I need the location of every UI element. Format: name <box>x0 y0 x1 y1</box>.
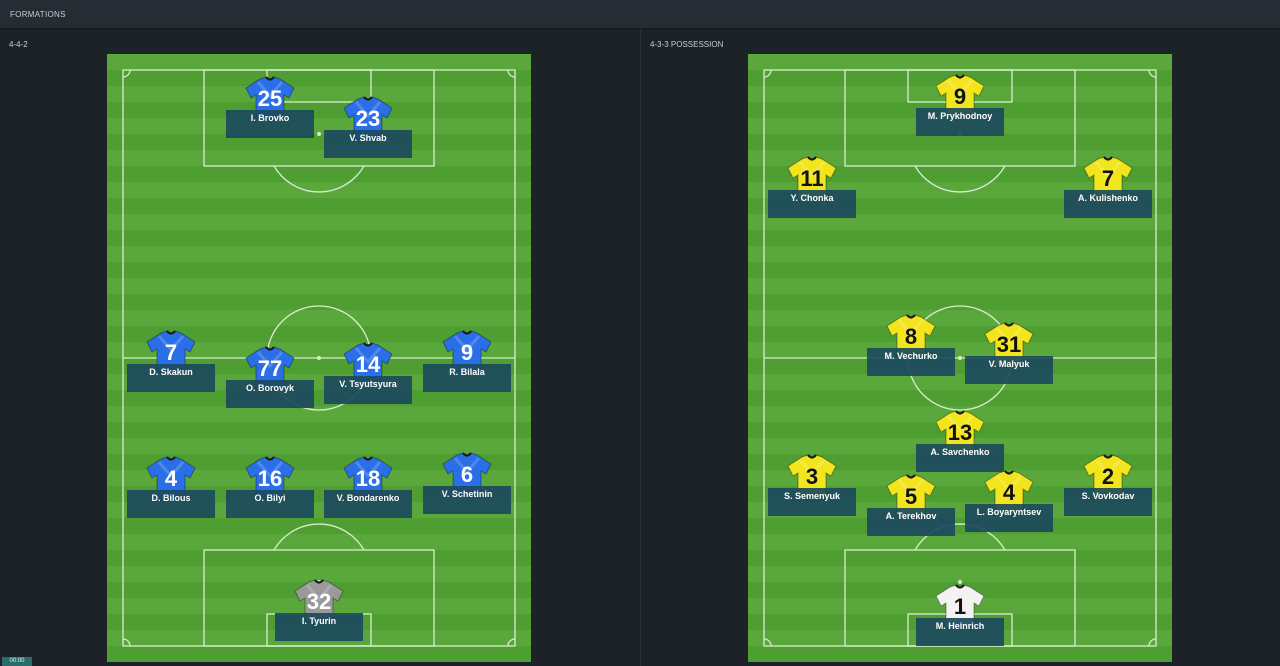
away-shirt-icon <box>934 74 986 118</box>
player-number: 2 <box>1101 464 1115 489</box>
home-formation-name[interactable]: 4-4-2 <box>9 40 28 49</box>
player-name: D. Skakun <box>149 367 193 377</box>
player-number: 32 <box>306 589 332 614</box>
player-number: 31 <box>996 332 1022 357</box>
player-plate <box>324 490 412 518</box>
player-plate <box>965 504 1053 532</box>
player-plate <box>867 508 955 536</box>
player-plate <box>324 130 412 158</box>
player-name: V. Malyuk <box>988 359 1030 369</box>
player-number: 3 <box>805 464 819 489</box>
player-number: 1 <box>953 594 967 619</box>
player-plate <box>916 444 1004 472</box>
player-number: 5 <box>904 484 918 509</box>
pitch-markings <box>748 54 1172 647</box>
player-plate <box>127 490 215 518</box>
player-number: 6 <box>460 462 474 487</box>
player-plate <box>423 486 511 514</box>
player-number: 4 <box>1002 480 1016 505</box>
player-plate <box>275 613 363 641</box>
home-pitch: 25 I. Brovko 23 V. Shvab 7 D. Skakun 77 … <box>107 54 531 662</box>
player-name: A. Terekhov <box>885 511 937 521</box>
player-name: M. Vechurko <box>884 351 938 361</box>
player-plate <box>226 110 314 138</box>
away-shirt-icon <box>983 322 1035 366</box>
home-shirt-icon <box>145 456 197 500</box>
home-shirt-icon <box>441 452 493 496</box>
away-shirt-icon <box>1082 454 1134 498</box>
player-plate <box>867 348 955 376</box>
player-number: 7 <box>164 340 178 365</box>
player-number: 18 <box>355 466 381 491</box>
goalkeeper-shirt-icon <box>293 579 345 623</box>
away-formation-name[interactable]: 4-3-3 POSSESSION <box>650 40 724 49</box>
player-name: A. Savchenko <box>930 447 990 457</box>
player-name: V. Schetinin <box>441 489 493 499</box>
page-title: FORMATIONS <box>10 10 66 19</box>
player-number: 77 <box>257 356 283 381</box>
time-badge: 00:00 <box>2 657 32 666</box>
away-shirt-icon <box>1082 156 1134 200</box>
player-number: 4 <box>164 466 178 491</box>
player-name: M. Prykhodnoy <box>927 111 993 121</box>
player-number: 16 <box>257 466 283 491</box>
player-plate <box>226 490 314 518</box>
player-number: 9 <box>953 84 967 109</box>
home-shirt-icon <box>244 346 296 390</box>
top-bar: FORMATIONS <box>0 0 1280 29</box>
home-shirt-icon <box>342 456 394 500</box>
away-formation-panel: 4-3-3 POSSESSION 9 M. Prykhodnoy 11 Y. C… <box>640 30 1280 666</box>
player-number: 23 <box>355 106 381 131</box>
player-plate <box>965 356 1053 384</box>
home-shirt-icon <box>244 456 296 500</box>
player-plate <box>1064 190 1152 218</box>
player-name: M. Heinrich <box>935 621 985 631</box>
player-plate <box>768 190 856 218</box>
player-name: V. Tsyutsyura <box>339 379 397 389</box>
away-shirt-icon <box>786 454 838 498</box>
player-number: 13 <box>947 420 973 445</box>
player-name: R. Bilala <box>449 367 485 377</box>
player-name: S. Semenyuk <box>783 491 841 501</box>
player-name: D. Bilous <box>151 493 191 503</box>
away-shirt-icon <box>983 470 1035 514</box>
away-shirt-icon <box>885 314 937 358</box>
player-name: Y. Chonka <box>790 193 834 203</box>
player-plate <box>768 488 856 516</box>
away-shirt-icon <box>786 156 838 200</box>
player-name: L. Boyaryntsev <box>976 507 1042 517</box>
home-formation-panel: 4-4-2 25 I. Brovko 23 V. Shvab 7 D. Skak… <box>0 30 639 666</box>
player-plate <box>226 380 314 408</box>
home-shirt-icon <box>441 330 493 374</box>
player-plate <box>916 108 1004 136</box>
home-shirt-icon <box>342 96 394 140</box>
player-plate <box>127 364 215 392</box>
away-pitch: 9 M. Prykhodnoy 11 Y. Chonka 7 A. Kulish… <box>748 54 1172 662</box>
player-plate <box>423 364 511 392</box>
player-number: 9 <box>460 340 474 365</box>
home-shirt-icon <box>244 76 296 120</box>
player-number: 8 <box>904 324 918 349</box>
player-name: I. Tyurin <box>301 616 337 626</box>
home-shirt-icon <box>342 342 394 386</box>
player-plate <box>916 618 1004 646</box>
player-name: O. Borovyk <box>245 383 294 393</box>
player-plate <box>1064 488 1152 516</box>
player-name: V. Shvab <box>349 133 387 143</box>
player-name: I. Brovko <box>250 113 290 123</box>
player-number: 11 <box>800 166 824 191</box>
player-name: O. Bilyi <box>254 493 286 503</box>
player-name: S. Vovkodav <box>1081 491 1135 501</box>
player-number: 25 <box>257 86 283 111</box>
player-number: 14 <box>355 352 381 377</box>
player-name: V. Bondarenko <box>336 493 400 503</box>
goalkeeper-shirt-icon <box>934 584 986 628</box>
player-number: 7 <box>1101 166 1115 191</box>
away-shirt-icon <box>934 410 986 454</box>
player-plate <box>324 376 412 404</box>
home-shirt-icon <box>145 330 197 374</box>
away-shirt-icon <box>885 474 937 518</box>
player-name: A. Kulishenko <box>1077 193 1138 203</box>
